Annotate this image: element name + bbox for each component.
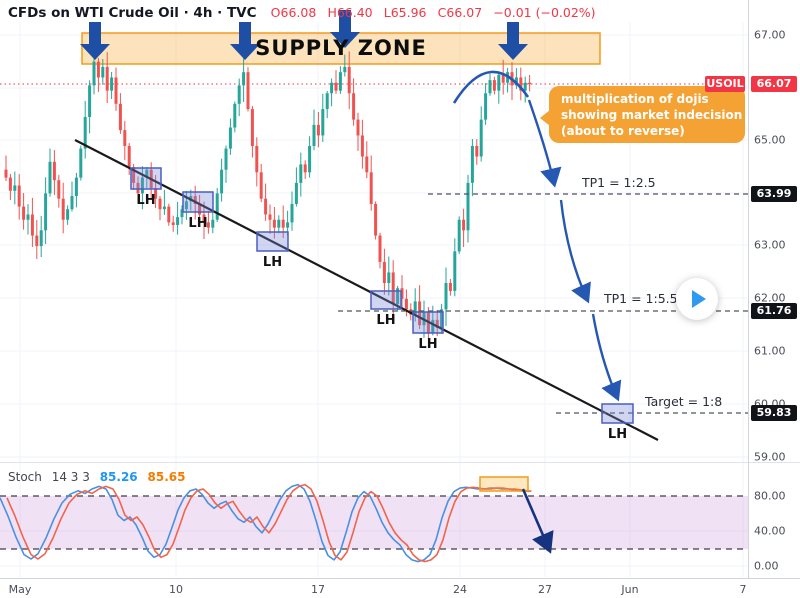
- stoch-params: 14 3 3: [51, 470, 90, 484]
- stoch-k-value: 85.26: [99, 470, 138, 484]
- current-price-badge: 66.07: [751, 76, 797, 92]
- stoch-d-line: [6, 483, 532, 563]
- lower-high-label-2: LH: [188, 216, 207, 231]
- stochastic-legend: Stoch 14 3 3 85.26 85.65: [8, 470, 185, 484]
- time-axis-label[interactable]: 7: [739, 583, 747, 596]
- lower-high-box-3[interactable]: [256, 231, 289, 252]
- price-axis-label[interactable]: 63.00: [754, 238, 786, 252]
- down-arrow-icon-4: [498, 22, 528, 60]
- stoch-name: Stoch: [8, 470, 42, 484]
- time-axis-label[interactable]: Jun: [621, 583, 639, 596]
- projection-arrow-3: [591, 313, 622, 402]
- projection-arrow-2: [559, 199, 591, 304]
- lower-high-label-6: LH: [608, 427, 627, 442]
- time-axis-label[interactable]: 27: [538, 583, 552, 596]
- callout-line-2: showing market indecision: [561, 108, 743, 122]
- down-arrow-icon-2: [230, 22, 260, 60]
- time-axis-label[interactable]: May: [8, 583, 32, 596]
- panel-divider: [0, 462, 800, 463]
- symbol-badge: USOIL: [705, 76, 745, 92]
- chart-legend: CFDs on WTI Crude Oil · 4h · TVC O66.08 …: [8, 5, 603, 21]
- price-axis-divider: [748, 0, 749, 578]
- time-axis-label[interactable]: 24: [453, 583, 467, 596]
- lower-high-label-3: LH: [263, 255, 282, 270]
- down-arrow-icon-3: [330, 10, 360, 48]
- reversal-dome-curve: [452, 70, 530, 104]
- symbol-title[interactable]: CFDs on WTI Crude Oil · 4h · TVC: [8, 5, 257, 21]
- price-axis-label[interactable]: 61.00: [754, 344, 786, 358]
- annotation-callout: multiplication of dojis showing market i…: [540, 86, 745, 143]
- lower-high-label-4: LH: [376, 313, 395, 328]
- ohlc-change: −0.01 (−0.02%): [493, 5, 596, 20]
- callout-line-3: (about to reverse): [561, 124, 685, 138]
- lower-high-box-2[interactable]: [182, 191, 214, 213]
- price-axis-label[interactable]: 0.00: [754, 559, 779, 573]
- play-button[interactable]: [676, 278, 718, 320]
- down-arrow-icon-1: [80, 22, 110, 60]
- stoch-down-arrow-icon: [521, 488, 554, 554]
- price-axis-label[interactable]: 65.00: [754, 133, 786, 147]
- price-axis-label[interactable]: 80.00: [754, 489, 786, 503]
- supply-zone-label: SUPPLY ZONE: [255, 36, 427, 60]
- lower-high-box-6[interactable]: [601, 403, 634, 424]
- price-axis-label[interactable]: 59.00: [754, 450, 786, 464]
- ohlc-close: C66.07: [437, 5, 483, 20]
- level-label-1: TP1 = 1:2.5: [582, 175, 656, 190]
- projection-arrow-1: [527, 99, 562, 188]
- callout-line-1: multiplication of dojis: [561, 92, 709, 106]
- ohlc-high: H66.40: [327, 5, 373, 20]
- level-price-badge-2: 61.76: [751, 303, 797, 319]
- lower-high-box-1[interactable]: [130, 167, 162, 190]
- ohlc-open: O66.08: [270, 5, 317, 20]
- level-price-badge-1: 63.99: [751, 186, 797, 202]
- stoch-k-line: [0, 483, 530, 563]
- time-axis-divider: [0, 578, 800, 579]
- lower-high-box-5[interactable]: [412, 311, 444, 334]
- play-icon: [692, 290, 706, 308]
- price-axis-label[interactable]: 67.00: [754, 28, 786, 42]
- stoch-highlight-box[interactable]: [479, 476, 529, 492]
- lower-high-label-1: LH: [136, 193, 155, 208]
- level-label-2: TP1 = 1:5.5: [604, 291, 678, 306]
- callout-tail-icon: [540, 110, 550, 126]
- trendline[interactable]: [74, 139, 659, 441]
- lower-high-label-5: LH: [418, 337, 437, 352]
- candlestick-series: [4, 48, 532, 339]
- lower-high-box-4[interactable]: [370, 290, 402, 310]
- price-axis-label[interactable]: 62.00: [754, 291, 786, 305]
- ohlc-low: L65.96: [383, 5, 427, 20]
- time-axis-label[interactable]: 17: [311, 583, 325, 596]
- time-axis-label[interactable]: 10: [169, 583, 183, 596]
- level-label-3: Target = 1:8: [645, 394, 723, 409]
- level-price-badge-3: 59.83: [751, 405, 797, 421]
- stoch-d-value: 85.65: [147, 470, 186, 484]
- price-axis-label[interactable]: 40.00: [754, 524, 786, 538]
